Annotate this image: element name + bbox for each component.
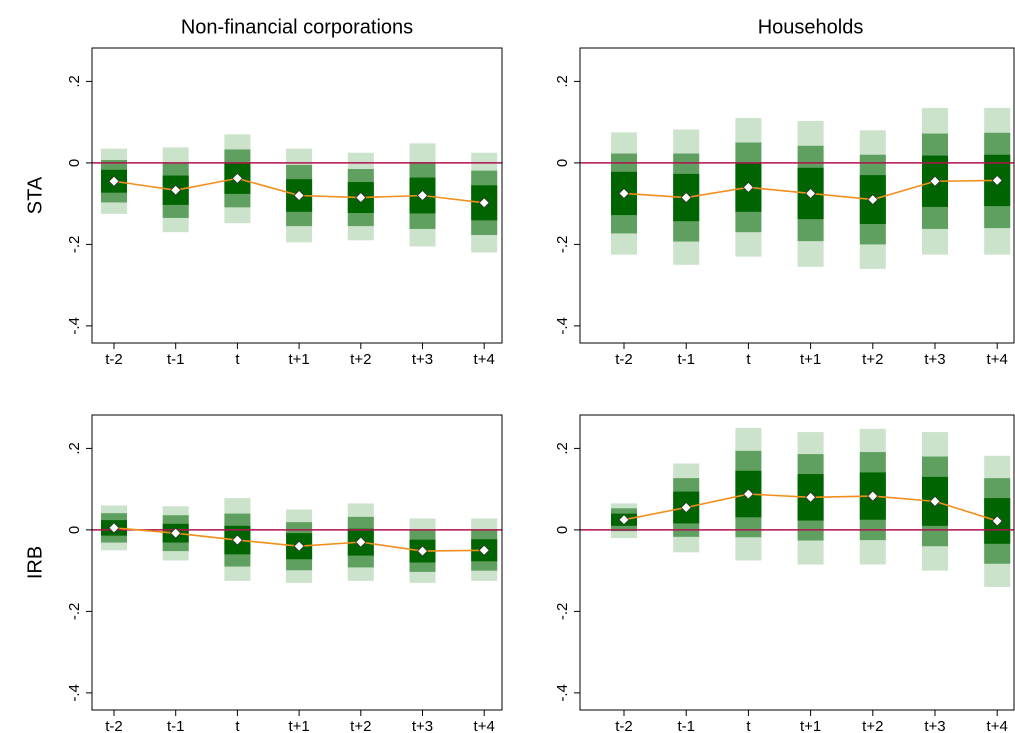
y-tick-label: -.2: [554, 603, 571, 621]
x-tick-label: t-1: [167, 718, 185, 733]
estimate-marker: [478, 544, 490, 556]
x-tick-label: t+4: [474, 351, 495, 368]
x-tick-label: t+2: [350, 351, 371, 368]
x-tick-label: t+3: [924, 351, 945, 368]
y-tick-label: -.4: [554, 684, 571, 702]
x-tick-label: t: [235, 718, 240, 733]
x-tick-label: t+2: [862, 351, 883, 368]
row-label: IRB: [24, 546, 46, 579]
x-tick-label: t+1: [800, 351, 821, 368]
x-tick-label: t-2: [615, 351, 633, 368]
estimate-marker: [929, 175, 941, 187]
estimate-marker: [742, 488, 754, 500]
y-tick-label: .2: [554, 75, 571, 88]
panel-title: Households: [758, 16, 864, 38]
estimate-marker: [170, 184, 182, 196]
x-tick-label: t: [746, 718, 751, 733]
x-tick-label: t+3: [412, 351, 433, 368]
x-tick-label: t+4: [987, 718, 1008, 733]
estimate-marker: [293, 189, 305, 202]
estimate-marker: [680, 191, 692, 204]
x-tick-label: t+3: [924, 718, 945, 733]
y-tick-label: -.2: [66, 603, 83, 621]
plot-frame: [579, 47, 1015, 344]
estimate-marker: [929, 495, 941, 507]
estimate-marker: [355, 191, 367, 204]
estimate-marker: [416, 189, 429, 202]
estimate-marker: [991, 515, 1003, 527]
x-tick-label: t-1: [677, 351, 695, 368]
x-tick-label: t+2: [862, 718, 883, 733]
plot-frame: [91, 47, 503, 344]
y-tick-label: -.2: [66, 236, 83, 254]
estimate-marker: [170, 527, 182, 539]
estimate-marker: [293, 540, 305, 552]
x-tick-label: t+2: [350, 718, 371, 733]
x-tick-label: t+4: [474, 718, 495, 733]
plot-frame: [579, 414, 1015, 711]
y-tick-label: -.4: [66, 684, 83, 702]
estimate-marker: [416, 545, 429, 557]
x-tick-label: t+1: [288, 718, 309, 733]
y-tick-label: -.4: [66, 317, 83, 335]
estimate-marker: [355, 536, 367, 548]
x-tick-label: t+4: [987, 351, 1008, 368]
estimate-marker: [618, 187, 630, 200]
estimate-marker: [680, 501, 692, 514]
x-tick-label: t+3: [412, 718, 433, 733]
estimate-marker: [108, 175, 120, 187]
x-tick-label: t-1: [167, 351, 185, 368]
y-tick-label: 0: [554, 526, 571, 534]
x-tick-label: t-2: [615, 718, 633, 733]
x-tick-label: t-2: [105, 351, 123, 368]
estimate-marker: [742, 181, 754, 193]
x-tick-label: t+1: [288, 351, 309, 368]
panel-title: Non-financial corporations: [181, 16, 413, 38]
estimate-marker: [805, 491, 817, 503]
y-tick-label: 0: [554, 159, 571, 167]
estimate-marker: [991, 174, 1003, 186]
y-tick-label: -.2: [554, 236, 571, 254]
x-tick-label: t+1: [800, 718, 821, 733]
y-tick-label: -.4: [554, 317, 571, 335]
estimate-marker: [231, 534, 243, 546]
estimate-marker: [805, 187, 817, 200]
estimate-marker: [618, 514, 630, 526]
estimate-marker: [867, 194, 879, 206]
row-label: STA: [24, 176, 46, 214]
x-tick-label: t-1: [677, 718, 695, 733]
plot-frame: [91, 414, 503, 711]
y-tick-label: 0: [66, 526, 83, 534]
y-tick-label: .2: [66, 75, 83, 88]
x-tick-label: t: [746, 351, 751, 368]
x-tick-label: t: [235, 351, 240, 368]
estimate-marker: [231, 172, 243, 184]
estimate-marker: [108, 522, 120, 534]
y-tick-label: .2: [554, 442, 571, 455]
estimate-marker: [478, 197, 490, 209]
estimate-marker: [867, 490, 879, 502]
y-tick-label: .2: [66, 442, 83, 455]
y-tick-label: 0: [66, 159, 83, 167]
x-tick-label: t-2: [105, 718, 123, 733]
